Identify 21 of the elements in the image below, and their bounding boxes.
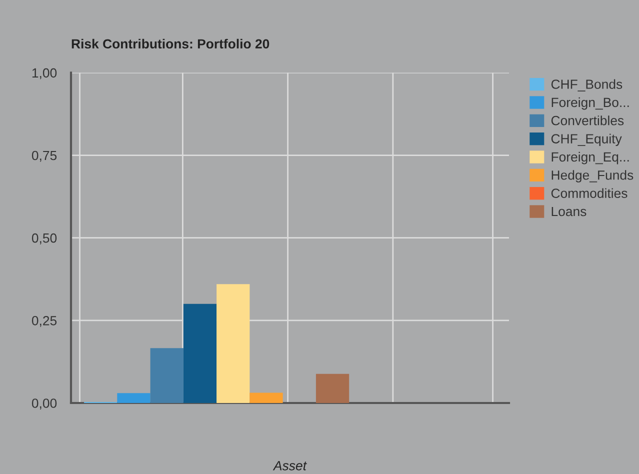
- legend-label: Foreign_Eq...: [552, 152, 629, 164]
- y-tick-label: 0,75: [32, 150, 57, 162]
- legend-label: Foreign_Bo...: [552, 97, 629, 110]
- chart-title: Risk Contributions: Portfolio 20: [72, 38, 270, 49]
- x-axis-title: Asset: [272, 461, 307, 470]
- y-tick-label: 0,50: [32, 233, 57, 244]
- bar: [117, 393, 150, 403]
- bar: [250, 392, 283, 403]
- y-tick-label: 0,25: [32, 316, 57, 327]
- legend-label: Commodities: [551, 188, 628, 198]
- y-tick-label: 0,00: [32, 398, 57, 410]
- bar: [316, 374, 350, 403]
- bar: [150, 348, 184, 403]
- legend-label: Loans: [552, 206, 586, 216]
- legend-label: CHF_Equity: [551, 134, 622, 146]
- legend-label: Hedge_Funds: [552, 170, 634, 182]
- legend-label: Convertibles: [551, 116, 624, 126]
- y-tick-label: 1,00: [32, 68, 57, 80]
- bar: [183, 304, 217, 403]
- legend-label: CHF_Bonds: [551, 79, 622, 92]
- bar: [216, 284, 250, 403]
